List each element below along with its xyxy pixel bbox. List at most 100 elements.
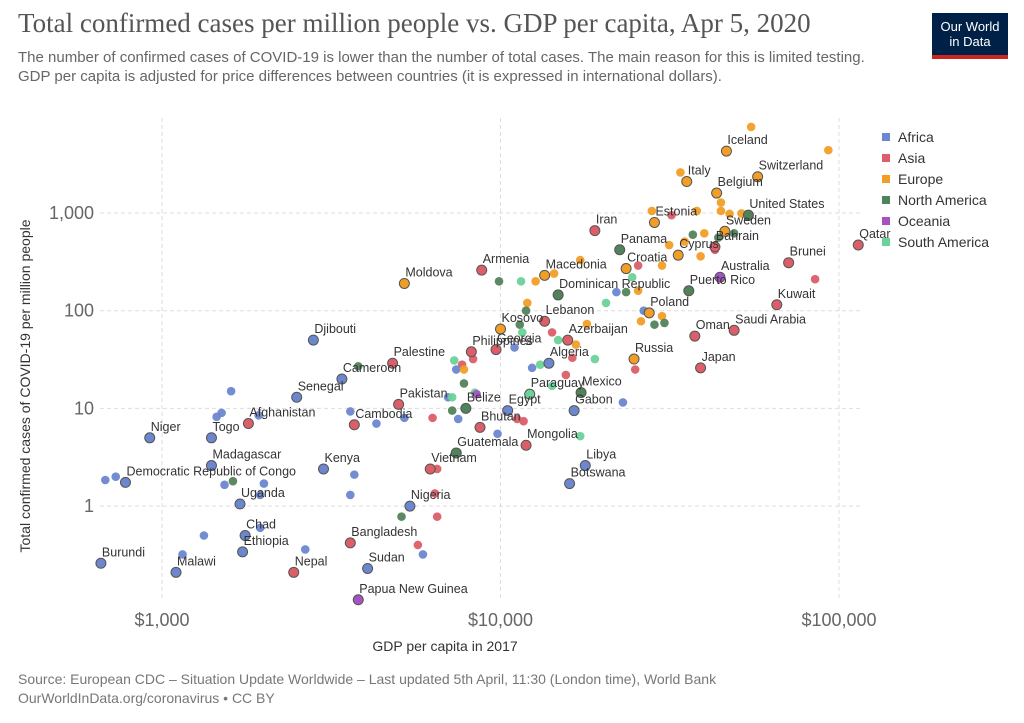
data-point-belgium[interactable] xyxy=(711,187,723,199)
data-point-poland[interactable] xyxy=(643,307,655,319)
data-point[interactable] xyxy=(531,276,540,286)
data-point[interactable] xyxy=(254,410,263,420)
data-point-bangladesh[interactable] xyxy=(344,537,356,549)
data-point[interactable] xyxy=(575,255,585,265)
data-point-dominican-republic[interactable] xyxy=(552,289,564,301)
data-point[interactable] xyxy=(447,392,457,402)
data-point[interactable] xyxy=(575,431,585,441)
data-point-mongolia[interactable] xyxy=(520,439,532,451)
data-point-italy[interactable] xyxy=(681,176,693,188)
data-point-switzerland[interactable] xyxy=(752,171,764,183)
data-point[interactable] xyxy=(447,406,457,415)
data-point[interactable] xyxy=(413,540,423,550)
data-point-azerbaijan[interactable] xyxy=(562,334,574,346)
data-point[interactable] xyxy=(810,274,820,284)
data-point[interactable] xyxy=(432,512,442,521)
data-point[interactable] xyxy=(657,311,667,321)
data-point-saudi-arabia[interactable] xyxy=(728,324,740,336)
data-point[interactable] xyxy=(633,286,643,296)
data-point[interactable] xyxy=(676,168,685,177)
data-point[interactable] xyxy=(212,412,221,422)
data-point[interactable] xyxy=(535,360,545,370)
data-point[interactable] xyxy=(650,320,659,329)
data-point-botswana[interactable] xyxy=(564,478,576,490)
data-point[interactable] xyxy=(472,389,481,399)
data-point[interactable] xyxy=(527,363,537,373)
data-point[interactable] xyxy=(647,206,657,216)
data-point[interactable] xyxy=(582,319,592,329)
data-point-guatemala[interactable] xyxy=(450,447,462,459)
data-point-algeria[interactable] xyxy=(543,357,555,369)
data-point-oman[interactable] xyxy=(689,330,701,342)
data-point[interactable] xyxy=(590,354,600,364)
data-point[interactable] xyxy=(255,523,265,533)
data-point-cambodia[interactable] xyxy=(348,419,360,431)
data-point-chad[interactable] xyxy=(239,530,251,542)
legend-item-north-america[interactable]: North America xyxy=(882,189,989,210)
data-point-bahrain[interactable] xyxy=(709,241,721,253)
data-point-afghanistan[interactable] xyxy=(242,418,254,430)
data-point[interactable] xyxy=(494,276,504,286)
data-point[interactable] xyxy=(633,261,643,270)
legend-item-asia[interactable]: Asia xyxy=(882,147,989,168)
data-point-senegal[interactable] xyxy=(291,391,303,403)
data-point-iran[interactable] xyxy=(589,225,601,237)
data-point[interactable] xyxy=(696,252,705,261)
data-point[interactable] xyxy=(636,316,646,326)
data-point-georgia[interactable] xyxy=(490,344,502,356)
data-point-croatia[interactable] xyxy=(620,263,632,275)
data-point-nepal[interactable] xyxy=(288,566,300,578)
data-point-palestine[interactable] xyxy=(387,357,399,369)
data-point-cameroon[interactable] xyxy=(336,373,348,385)
data-point[interactable] xyxy=(692,206,702,216)
legend-item-south-america[interactable]: South America xyxy=(882,231,989,252)
legend-item-europe[interactable]: Europe xyxy=(882,168,989,189)
data-point[interactable] xyxy=(630,365,640,374)
legend-item-oceania[interactable]: Oceania xyxy=(882,210,989,231)
data-point-burundi[interactable] xyxy=(95,557,107,569)
data-point-united-states[interactable] xyxy=(742,209,754,221)
data-point[interactable] xyxy=(515,320,525,329)
data-point[interactable] xyxy=(459,379,469,388)
data-point-libya[interactable] xyxy=(579,460,591,472)
data-point-egypt[interactable] xyxy=(502,405,514,417)
data-point[interactable] xyxy=(400,413,409,423)
data-point[interactable] xyxy=(547,328,557,337)
data-point-cyprus[interactable] xyxy=(672,249,684,261)
data-point[interactable] xyxy=(553,335,563,345)
data-point[interactable] xyxy=(521,306,531,316)
data-point[interactable] xyxy=(746,122,756,132)
data-point-iceland[interactable] xyxy=(720,145,732,157)
data-point[interactable] xyxy=(255,490,265,500)
data-point[interactable] xyxy=(549,269,559,278)
data-point[interactable] xyxy=(657,261,667,270)
data-point[interactable] xyxy=(397,512,406,521)
data-point[interactable] xyxy=(346,407,355,416)
data-point[interactable] xyxy=(418,550,428,559)
data-point-philippines[interactable] xyxy=(465,346,477,358)
data-point-madagascar[interactable] xyxy=(205,460,217,472)
data-point[interactable] xyxy=(523,298,532,308)
data-point[interactable] xyxy=(824,145,833,155)
data-point[interactable] xyxy=(199,531,209,540)
data-point-gabon[interactable] xyxy=(568,405,580,417)
data-point[interactable] xyxy=(459,365,469,374)
data-point-moldova[interactable] xyxy=(398,277,410,289)
data-point-armenia[interactable] xyxy=(476,264,488,276)
data-point-ethiopia[interactable] xyxy=(237,546,249,558)
data-point[interactable] xyxy=(353,361,363,371)
data-point[interactable] xyxy=(449,356,459,365)
data-point[interactable] xyxy=(621,287,631,297)
data-point[interactable] xyxy=(300,545,310,554)
data-point[interactable] xyxy=(612,287,621,297)
data-point-papua-new-guinea[interactable] xyxy=(352,594,364,606)
data-point-qatar[interactable] xyxy=(852,239,864,251)
data-point-panama[interactable] xyxy=(614,244,626,256)
data-point-kosovo[interactable] xyxy=(495,323,506,335)
license-note[interactable]: OurWorldInData.org/coronavirus • CC BY xyxy=(18,690,275,706)
data-point[interactable] xyxy=(259,479,269,488)
data-point[interactable] xyxy=(516,276,526,286)
data-point[interactable] xyxy=(660,318,669,328)
data-point-bhutan[interactable] xyxy=(474,421,486,433)
data-point-nigeria[interactable] xyxy=(404,500,416,512)
